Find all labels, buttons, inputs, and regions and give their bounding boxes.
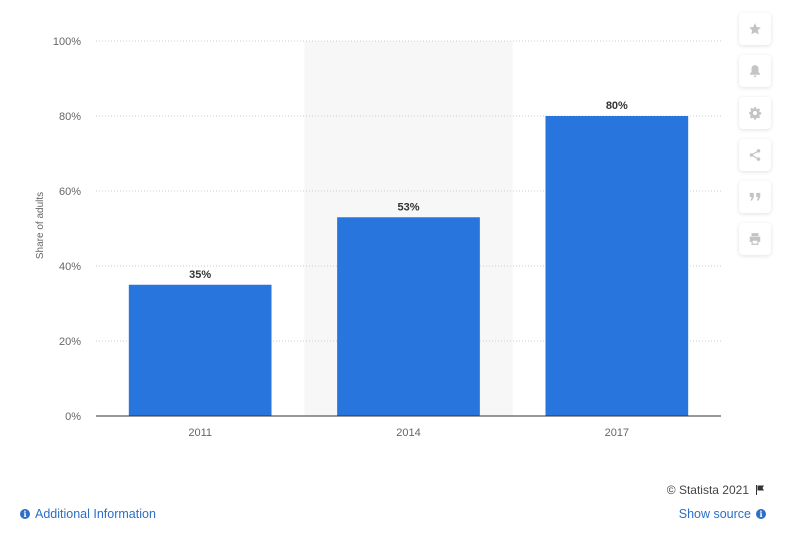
print-button[interactable] xyxy=(739,223,771,255)
y-tick-label: 60% xyxy=(59,186,81,198)
notification-button[interactable] xyxy=(739,55,771,87)
y-tick-label: 20% xyxy=(59,336,81,348)
show-source-link[interactable]: Show source i xyxy=(679,507,766,521)
star-icon xyxy=(749,23,761,35)
favorite-button[interactable] xyxy=(739,13,771,45)
bar[interactable] xyxy=(545,116,689,416)
print-icon xyxy=(749,233,761,245)
data-label: 53% xyxy=(397,201,419,213)
statista-credit: © Statista 2021 xyxy=(667,483,766,497)
data-label: 80% xyxy=(606,100,628,112)
chart-toolbar xyxy=(739,13,773,265)
settings-button[interactable] xyxy=(739,97,771,129)
additional-information-label: Additional Information xyxy=(35,507,156,521)
x-tick-label: 2014 xyxy=(396,427,420,439)
chart-area: 0% 20% 40% 60% 80% 100% 35% 2011 53% 2014 80% 2017 S… xyxy=(35,36,721,439)
data-label: 35% xyxy=(189,269,211,281)
bell-icon xyxy=(750,65,760,78)
y-tick-label: 0% xyxy=(65,411,81,423)
bar[interactable] xyxy=(337,217,480,416)
y-tick-label: 80% xyxy=(59,111,81,123)
flag-icon[interactable] xyxy=(754,484,766,496)
y-axis-title: Share of adults xyxy=(35,192,46,259)
show-source-label: Show source xyxy=(678,507,751,521)
share-icon xyxy=(749,149,761,161)
cite-button[interactable] xyxy=(739,181,771,213)
quote-icon xyxy=(749,192,761,201)
bar-chart: 0% 20% 40% 60% 80% 100% 35% 2011 53% 2014 80% 2017 S… xyxy=(35,36,721,439)
x-tick-label: 2017 xyxy=(605,427,629,439)
bar[interactable] xyxy=(128,284,272,416)
y-tick-label: 100% xyxy=(53,36,81,48)
additional-information-link[interactable]: i Additional Information xyxy=(20,507,156,521)
credit-text: © Statista 2021 xyxy=(666,483,749,497)
info-icon: i xyxy=(20,509,30,519)
x-tick-label: 2011 xyxy=(188,427,212,439)
share-button[interactable] xyxy=(739,139,771,171)
info-icon: i xyxy=(756,509,766,519)
gear-icon xyxy=(749,107,762,120)
y-tick-label: 40% xyxy=(59,261,81,273)
